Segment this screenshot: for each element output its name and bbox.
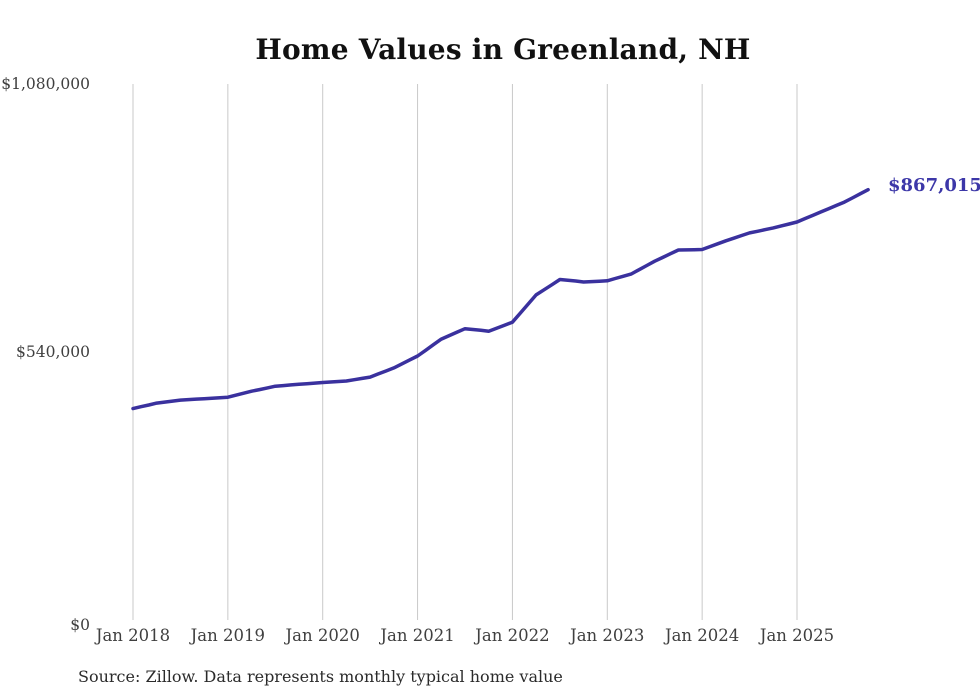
chart-title: Home Values in Greenland, NH [255,33,751,66]
x-axis-tick-label: Jan 2023 [570,626,645,645]
y-axis-tick-label-top: $1,080,000 [1,75,90,93]
x-axis-tick-label: Jan 2024 [664,626,740,645]
last-value-label: $867,015 [888,175,980,196]
x-axis-tick-label: Jan 2025 [759,626,835,645]
source-note: Source: Zillow. Data represents monthly … [78,667,563,686]
x-axis-tick-label: Jan 2022 [475,626,550,645]
home-value-line [131,187,870,411]
x-axis-tick-label: Jan 2021 [380,626,455,645]
x-axis-tick-label: Jan 2020 [285,626,360,645]
y-axis-tick-label-zero: $0 [70,616,90,634]
x-axis-tick-label: Jan 2018 [95,626,171,645]
x-axis-tick-label: Jan 2019 [190,626,265,645]
y-axis-tick-label-mid: $540,000 [16,343,90,361]
vertical-gridlines [132,84,798,620]
